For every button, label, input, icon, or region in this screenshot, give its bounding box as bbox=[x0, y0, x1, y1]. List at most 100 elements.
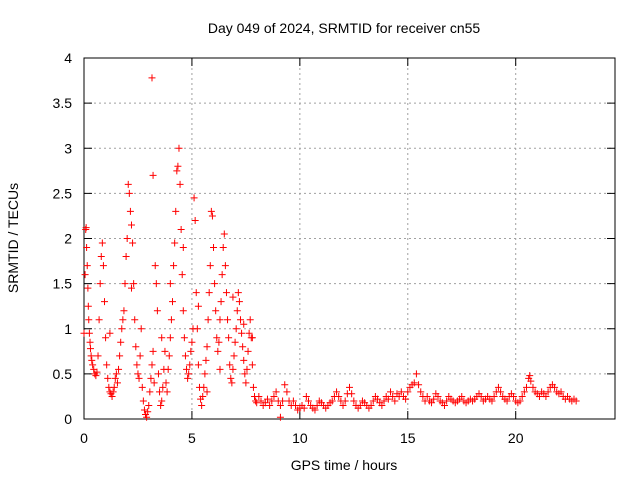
data-point bbox=[127, 221, 135, 229]
data-point bbox=[216, 316, 224, 324]
data-point bbox=[397, 388, 405, 396]
data-point bbox=[213, 334, 221, 342]
data-point bbox=[95, 316, 103, 324]
data-point bbox=[111, 374, 119, 382]
data-point bbox=[96, 280, 104, 288]
data-point bbox=[572, 397, 580, 405]
data-point bbox=[202, 356, 210, 364]
data-point bbox=[138, 383, 146, 391]
data-point bbox=[190, 194, 198, 202]
data-point bbox=[162, 379, 170, 387]
data-point bbox=[219, 244, 227, 252]
x-axis-label: GPS time / hours bbox=[291, 457, 398, 473]
y-tick-label: 1.5 bbox=[53, 276, 73, 292]
data-point bbox=[192, 289, 200, 297]
data-point bbox=[226, 361, 234, 369]
data-point bbox=[235, 298, 243, 306]
data-point bbox=[245, 329, 253, 337]
data-point bbox=[194, 361, 202, 369]
data-point bbox=[180, 334, 188, 342]
data-point bbox=[136, 352, 144, 360]
data-point bbox=[130, 280, 138, 288]
data-point bbox=[121, 280, 129, 288]
data-point bbox=[165, 352, 173, 360]
data-point bbox=[86, 345, 94, 353]
data-point bbox=[231, 338, 239, 346]
data-point bbox=[148, 74, 156, 82]
data-point bbox=[356, 401, 364, 409]
data-point bbox=[518, 392, 526, 400]
y-tick-labels: 0 0.5 1 1.5 2 2.5 3 3.5 4 bbox=[53, 50, 73, 427]
data-point bbox=[109, 388, 117, 396]
data-point bbox=[206, 262, 214, 270]
data-point bbox=[127, 284, 135, 292]
data-point bbox=[161, 347, 169, 355]
data-point bbox=[238, 329, 246, 337]
data-point bbox=[221, 262, 229, 270]
data-point bbox=[240, 320, 248, 328]
data-point bbox=[203, 388, 211, 396]
data-point bbox=[101, 298, 109, 306]
data-point bbox=[115, 365, 123, 373]
data-point bbox=[205, 289, 213, 297]
data-point bbox=[380, 397, 388, 405]
data-point bbox=[236, 316, 244, 324]
data-point bbox=[175, 144, 183, 152]
data-point bbox=[402, 395, 410, 403]
data-point bbox=[270, 392, 278, 400]
data-point bbox=[490, 392, 498, 400]
data-point bbox=[212, 307, 220, 315]
x-tick-label: 0 bbox=[80, 430, 88, 446]
data-point bbox=[346, 383, 353, 391]
data-point bbox=[174, 162, 182, 170]
data-point bbox=[112, 370, 120, 378]
data-point bbox=[520, 388, 528, 396]
data-point bbox=[211, 280, 219, 288]
data-point bbox=[97, 253, 105, 261]
data-point bbox=[102, 334, 110, 342]
data-point bbox=[526, 372, 534, 380]
data-point bbox=[187, 347, 195, 355]
data-point bbox=[147, 374, 155, 382]
data-point bbox=[185, 370, 193, 378]
data-points bbox=[80, 74, 580, 421]
data-point bbox=[417, 388, 425, 396]
data-point bbox=[257, 397, 265, 405]
data-point bbox=[83, 244, 91, 252]
data-point bbox=[410, 379, 418, 387]
y-tick-label: 2.5 bbox=[53, 185, 73, 201]
data-point bbox=[248, 361, 256, 369]
data-point bbox=[81, 271, 89, 279]
data-point bbox=[283, 388, 291, 396]
data-point bbox=[302, 392, 310, 400]
data-point bbox=[387, 388, 395, 396]
data-point bbox=[158, 397, 166, 405]
data-point bbox=[488, 397, 496, 405]
data-point bbox=[544, 388, 552, 396]
data-point bbox=[88, 356, 96, 364]
data-point bbox=[149, 347, 157, 355]
data-point bbox=[84, 284, 92, 292]
y-axis-label: SRMTID / TECUs bbox=[5, 183, 21, 293]
data-point bbox=[131, 316, 139, 324]
data-point bbox=[123, 235, 131, 242]
data-point bbox=[233, 307, 241, 315]
data-point bbox=[179, 244, 187, 252]
data-point bbox=[391, 397, 399, 405]
data-point bbox=[104, 374, 112, 382]
data-point bbox=[199, 392, 207, 400]
y-tick-label: 2 bbox=[64, 231, 72, 247]
data-point bbox=[276, 413, 284, 421]
y-tick-label: 3 bbox=[64, 140, 72, 156]
data-point bbox=[239, 343, 247, 351]
data-point bbox=[166, 334, 174, 342]
data-point bbox=[217, 298, 225, 306]
data-point bbox=[292, 401, 300, 409]
data-point bbox=[148, 361, 156, 369]
data-point bbox=[146, 388, 154, 396]
data-point bbox=[188, 338, 196, 346]
data-point bbox=[119, 316, 127, 324]
data-point bbox=[143, 413, 151, 421]
